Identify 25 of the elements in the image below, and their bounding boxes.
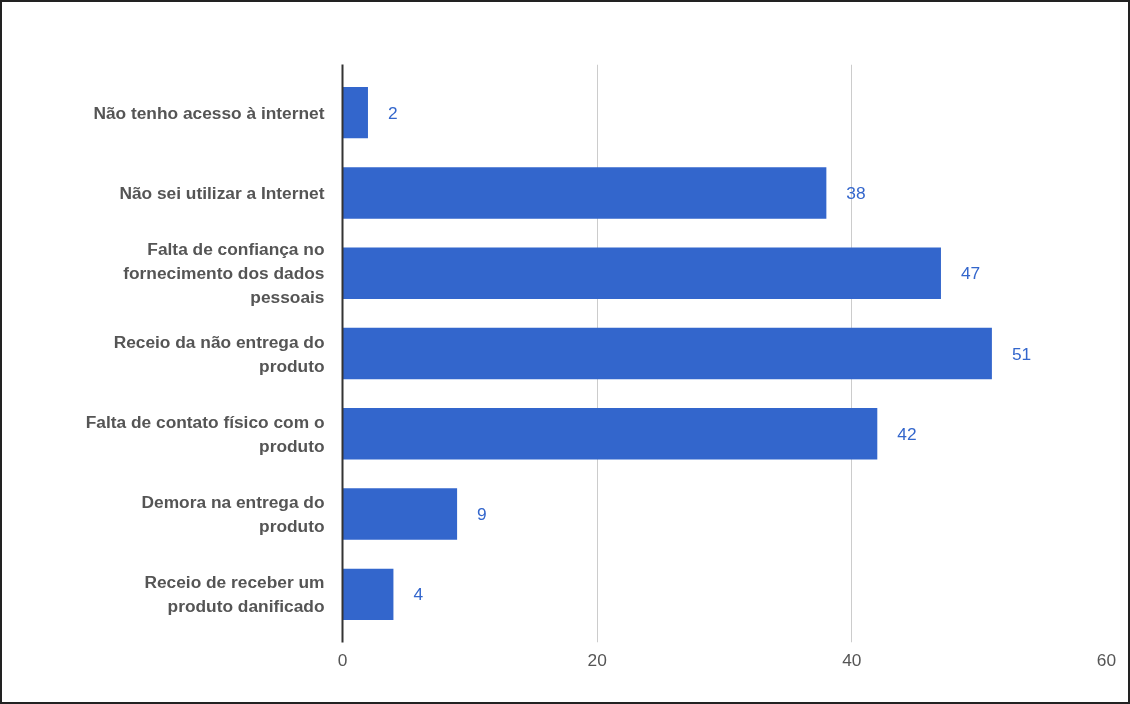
data-label: 38: [846, 182, 866, 203]
bar: [342, 327, 992, 380]
y-tick-label: Falta de confiança no fornecimento dos dados pessoais: [123, 239, 325, 308]
data-label: 9: [477, 504, 487, 525]
data-label: 47: [960, 263, 981, 284]
x-tick-label: 40: [842, 649, 862, 670]
x-tick-label: 0: [337, 649, 348, 670]
y-tick-label: Receio da não entrega do produto: [113, 331, 325, 376]
data-label: 4: [413, 584, 424, 605]
data-label: 2: [387, 102, 398, 123]
y-tick-label: Não tenho acesso à internet: [93, 102, 325, 123]
y-tick-label: Falta de contato físico com o produto: [85, 411, 325, 456]
bar: [342, 247, 941, 299]
y-tick-label: Demora na entrega do produto: [141, 492, 325, 537]
y-tick-label: Receio de receber um produto danificado: [144, 572, 325, 617]
bar: [342, 86, 368, 139]
x-tick-label: 20: [587, 649, 607, 670]
bar: [342, 408, 878, 460]
bar: [342, 488, 458, 540]
bar: [342, 568, 394, 621]
y-tick-label: Não sei utilizar a Internet: [119, 182, 325, 203]
bar: [342, 167, 827, 219]
x-tick-label: 60: [1096, 649, 1117, 670]
data-label: 51: [1011, 343, 1032, 364]
data-label: 42: [897, 423, 917, 444]
